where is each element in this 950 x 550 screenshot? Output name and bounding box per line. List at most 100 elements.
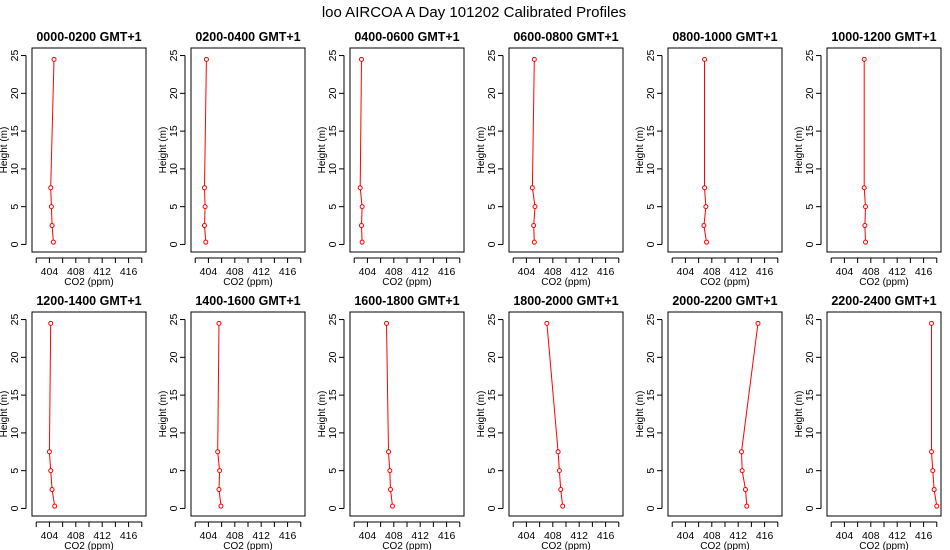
y-tick-label: 25 <box>168 314 180 326</box>
y-tick-label: 25 <box>9 314 21 326</box>
data-point <box>929 449 934 455</box>
y-tick-label: 25 <box>327 50 339 62</box>
x-tick-label: 412 <box>93 530 111 542</box>
x-tick-label: 404 <box>359 266 377 278</box>
y-tick-label: 20 <box>9 351 21 363</box>
y-tick-label: 0 <box>645 241 657 247</box>
plot-frame <box>190 47 306 253</box>
plot-frame <box>826 311 942 517</box>
y-tick-label: 5 <box>804 204 816 210</box>
x-tick-label: 416 <box>915 530 933 542</box>
data-point <box>203 239 209 245</box>
panel-title: 1800-2000 GMT+1 <box>513 294 618 308</box>
y-tick-label: 15 <box>9 389 21 401</box>
y-axis-label: Height (m) <box>0 127 10 174</box>
data-point <box>216 320 222 326</box>
y-tick-label: 15 <box>645 389 657 401</box>
panel-grid: 0000-0200 GMT+1 0 5 10 15 20 25 Height (m) 404 40… <box>0 30 942 550</box>
data-point <box>930 468 936 474</box>
data-point <box>560 503 566 509</box>
data-point <box>201 185 207 191</box>
y-tick-label: 10 <box>645 427 657 439</box>
data-point <box>862 223 868 229</box>
data-point <box>389 503 395 509</box>
panel: 2000-2200 GMT+1 0 5 10 15 20 25 Height (m) 404 40… <box>635 294 783 550</box>
data-point <box>861 185 867 191</box>
y-axis-label: Height (m) <box>794 391 805 438</box>
x-tick-label: 412 <box>411 266 429 278</box>
y-axis-label: Height (m) <box>317 127 328 174</box>
x-tick-label: 412 <box>888 530 906 542</box>
data-point <box>218 503 224 509</box>
data-point <box>738 449 744 455</box>
y-tick-label: 25 <box>9 50 21 62</box>
y-tick-label: 15 <box>327 389 339 401</box>
x-axis-label: CO2 (ppm) <box>223 277 272 288</box>
y-tick-label: 25 <box>804 314 816 326</box>
x-tick-label: 404 <box>41 530 59 542</box>
plot-frame <box>31 47 147 253</box>
x-tick-label: 412 <box>729 530 747 542</box>
plot-frame <box>667 311 783 517</box>
data-point <box>357 185 363 191</box>
data-point <box>556 468 562 474</box>
data-point <box>216 487 222 493</box>
y-tick-label: 15 <box>804 389 816 401</box>
data-point <box>701 223 707 229</box>
data-point <box>531 56 537 62</box>
x-tick-label: 416 <box>279 266 297 278</box>
y-axis-label: Height (m) <box>794 127 805 174</box>
y-tick-label: 10 <box>486 163 498 175</box>
x-tick-label: 416 <box>756 530 774 542</box>
panel: 0800-1000 GMT+1 0 5 10 15 20 25 Height (m) 404 40… <box>635 30 783 288</box>
panel-title: 1200-1400 GMT+1 <box>36 294 141 308</box>
panel-title: 1400-1600 GMT+1 <box>195 294 300 308</box>
data-point <box>555 449 561 455</box>
y-tick-label: 20 <box>645 87 657 99</box>
y-tick-label: 15 <box>168 389 180 401</box>
y-axis-label: Height (m) <box>158 391 169 438</box>
data-point <box>558 487 564 493</box>
y-tick-label: 20 <box>804 87 816 99</box>
y-tick-label: 25 <box>804 50 816 62</box>
x-tick-label: 408 <box>226 266 244 278</box>
y-tick-label: 25 <box>168 50 180 62</box>
y-tick-label: 10 <box>327 427 339 439</box>
data-point <box>931 487 937 493</box>
data-point <box>201 223 207 229</box>
x-tick-label: 404 <box>41 266 59 278</box>
y-tick-label: 25 <box>645 314 657 326</box>
y-tick-label: 20 <box>327 351 339 363</box>
x-tick-label: 408 <box>385 266 403 278</box>
data-point <box>358 56 364 62</box>
panel: 0600-0800 GMT+1 0 5 10 15 20 25 Height (m) 404 40… <box>476 30 624 288</box>
data-point <box>703 204 709 210</box>
x-axis-label: CO2 (ppm) <box>382 277 431 288</box>
data-point <box>50 239 56 245</box>
data-point <box>202 204 208 210</box>
y-axis-label: Height (m) <box>476 391 487 438</box>
y-tick-label: 0 <box>168 241 180 247</box>
y-tick-label: 15 <box>9 125 21 137</box>
panel-title: 2000-2200 GMT+1 <box>672 294 777 308</box>
x-axis-label: CO2 (ppm) <box>223 541 272 550</box>
y-tick-label: 20 <box>804 351 816 363</box>
y-axis-label: Height (m) <box>317 391 328 438</box>
x-tick-label: 408 <box>862 266 880 278</box>
data-point <box>51 56 57 62</box>
x-axis-label: CO2 (ppm) <box>541 277 590 288</box>
plot-frame <box>190 311 306 517</box>
y-tick-label: 0 <box>9 241 21 247</box>
data-point <box>702 185 708 191</box>
x-axis-label: CO2 (ppm) <box>382 541 431 550</box>
x-tick-label: 416 <box>120 266 138 278</box>
x-tick-label: 404 <box>677 266 695 278</box>
x-axis-label: CO2 (ppm) <box>541 541 590 550</box>
y-tick-label: 5 <box>645 204 657 210</box>
x-tick-label: 412 <box>888 266 906 278</box>
x-tick-label: 408 <box>226 530 244 542</box>
y-tick-label: 10 <box>804 427 816 439</box>
y-tick-label: 5 <box>327 204 339 210</box>
data-point <box>544 320 550 326</box>
data-point <box>739 468 745 474</box>
